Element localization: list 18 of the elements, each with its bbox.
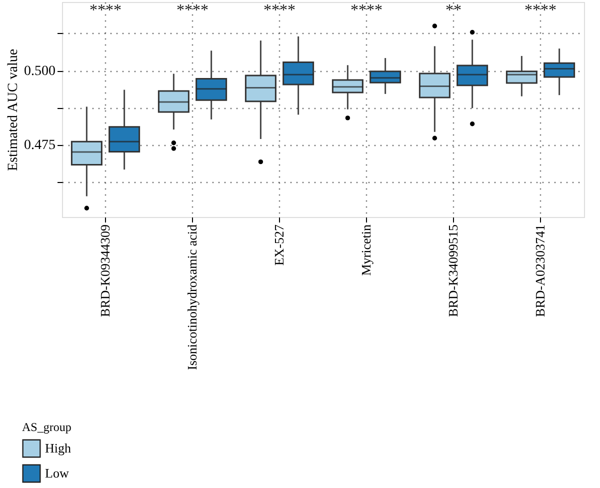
legend-label: Low: [45, 466, 70, 480]
annotation: ****: [176, 2, 208, 19]
annotation: ****: [350, 2, 382, 19]
x-tick-label: BRD-A02303741: [532, 224, 548, 317]
annotation: ****: [264, 2, 296, 19]
legend-title: AS_group: [22, 420, 72, 434]
x-tick-label: Isonicotinohydroxamic acid: [184, 224, 200, 370]
x-tick-label: BRD-K34099515: [446, 224, 460, 317]
y-axis-title: Estimated AUC value: [6, 48, 21, 172]
legend-label: High: [45, 440, 72, 456]
x-tick-label: EX-527: [272, 224, 286, 266]
annotation: ****: [524, 2, 556, 19]
annotation: ****: [90, 2, 122, 19]
x-tick-label: Myricetin: [358, 224, 374, 276]
x-tick-label: BRD-K09344309: [98, 224, 112, 317]
y-tick-label: 0.475: [24, 138, 56, 154]
annotation: **: [446, 2, 462, 19]
y-tick-label: 0.500: [24, 64, 56, 80]
